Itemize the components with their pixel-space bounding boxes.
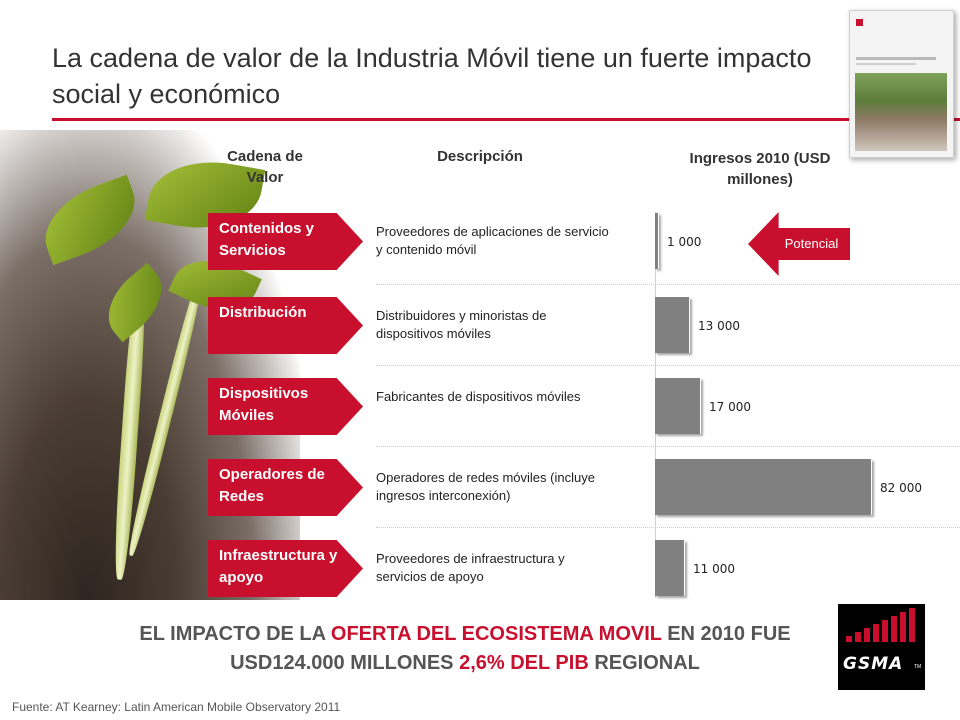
chain-stage-description: Distribuidores y minoristas de dispositi… [376, 308, 547, 341]
conclusion-part2: EN 2010 FUE USD124.000 MILLONES [230, 623, 791, 674]
revenue-value-label: 17 000 [709, 400, 751, 414]
chain-stage-arrow: Dispositivos Móviles [208, 378, 363, 435]
report-cover-thumbnail [849, 10, 954, 158]
revenue-bar [655, 378, 701, 434]
chain-stage-description: Operadores de redes móviles (incluye ing… [376, 470, 595, 503]
revenue-bar [655, 459, 872, 515]
chain-stage-arrow: Infraestructura y apoyo [208, 540, 363, 597]
chain-stage-arrow: Operadores de Redes [208, 459, 363, 516]
revenue-value-label: 13 000 [698, 319, 740, 333]
revenue-bar [655, 297, 690, 353]
gsma-logo-text: GSMA [843, 654, 904, 674]
revenue-bar [655, 213, 659, 269]
conclusion-part1: EL IMPACTO DE LA [139, 623, 331, 645]
potencial-label: Potencial [784, 236, 839, 251]
row-separator [376, 527, 960, 528]
source-note: Fuente: AT Kearney: Latin American Mobil… [12, 700, 341, 714]
conclusion-part3: REGIONAL [588, 652, 700, 674]
conclusion-text: EL IMPACTO DE LA OFERTA DEL ECOSISTEMA M… [95, 620, 835, 678]
revenue-value-label: 11 000 [693, 562, 735, 576]
gsma-logo: GSMA TM [838, 604, 925, 690]
title-underline [52, 118, 960, 121]
revenue-value-label: 82 000 [880, 481, 922, 495]
row-separator [376, 365, 960, 366]
chain-stage-label: Operadores de Redes [219, 466, 325, 505]
page-title: La cadena de valor de la Industria Móvil… [52, 43, 812, 109]
chain-stage-description: Proveedores de infraestructura y servici… [376, 551, 565, 584]
revenue-bar [655, 540, 685, 596]
chain-stage-label: Dispositivos Móviles [219, 385, 309, 424]
header-cadena-de-valor: Cadena de Valor [227, 148, 303, 186]
chain-stage-label: Contenidos y Servicios [219, 220, 315, 259]
potencial-arrow: Potencial [748, 212, 850, 276]
chain-stage-description: Fabricantes de dispositivos móviles [376, 389, 581, 404]
chain-stage-description: Proveedores de aplicaciones de servicio … [376, 224, 609, 257]
conclusion-highlight2: 2,6% DEL PIB [459, 652, 589, 674]
header-ingresos: Ingresos 2010 (USD millones) [689, 150, 831, 188]
revenue-value-label: 1 000 [667, 235, 702, 249]
chain-stage-arrow: Contenidos y Servicios [208, 213, 363, 270]
header-descripcion: Descripción [437, 148, 523, 165]
seedling-photo [0, 130, 300, 600]
row-separator [376, 446, 960, 447]
row-separator [376, 284, 960, 285]
chain-stage-arrow: Distribución [208, 297, 363, 354]
chain-stage-label: Infraestructura y apoyo [219, 547, 338, 586]
chain-stage-label: Distribución [219, 304, 307, 321]
conclusion-highlight1: OFERTA DEL ECOSISTEMA MOVIL [330, 623, 662, 645]
